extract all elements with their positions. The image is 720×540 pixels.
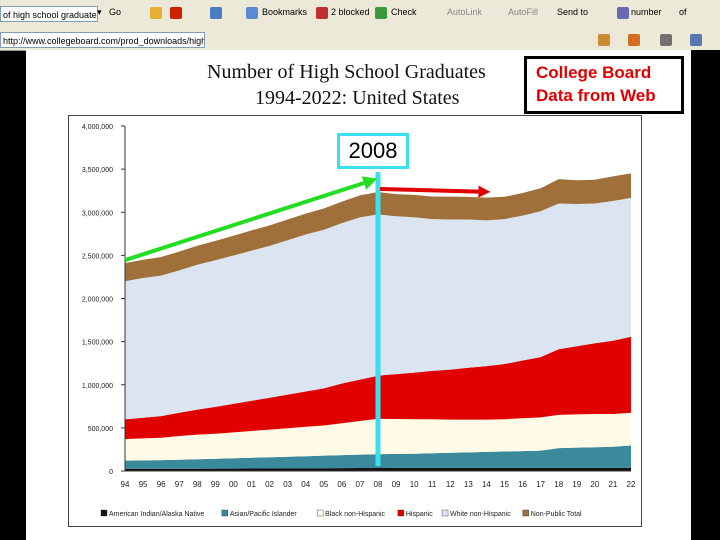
x-tick-label: 09 [392,480,401,489]
x-tick-label: 00 [229,480,238,489]
x-tick-label: 18 [554,480,563,489]
x-tick-label: 14 [482,480,491,489]
legend-swatch [441,509,449,517]
y-tick-label: 4,000,000 [82,124,113,131]
of-label[interactable]: of [679,7,687,17]
x-tick-label: 04 [301,480,310,489]
callout-line2: Data from Web [536,86,656,105]
decline-arrow-head [478,185,491,198]
search-pencil-icon[interactable] [210,7,222,19]
page-icon[interactable] [690,34,702,46]
y-tick-label: 2,000,000 [82,297,113,304]
x-tick-label: 12 [446,480,455,489]
pagerank-icon[interactable] [150,7,162,19]
x-tick-label: 05 [319,480,328,489]
x-tick-label: 03 [283,480,292,489]
check-button[interactable]: Check [391,7,417,17]
x-tick-label: 01 [247,480,256,489]
go-button[interactable]: Go [109,7,122,17]
y-tick-label: 3,500,000 [82,167,113,174]
print-icon[interactable] [660,34,672,46]
x-tick-label: 02 [265,480,274,489]
legend-entry: Non-Public Total [531,511,582,518]
y-tick-label: 1,000,000 [82,383,113,390]
y-tick-label: 2,500,000 [82,253,113,260]
growth-arrow-head [361,176,378,190]
address-bar: http://www.collegeboard.com/prod_downloa… [0,30,720,51]
address-input[interactable]: http://www.collegeboard.com/prod_downloa… [0,32,205,48]
window-edge [691,50,720,540]
chart-title-line1: Number of High School Graduates [207,61,486,83]
x-tick-label: 17 [536,480,545,489]
x-tick-label: 21 [608,480,617,489]
spellcheck-icon[interactable] [375,7,387,19]
decline-arrow [379,186,479,194]
x-tick-label: 95 [139,480,148,489]
legend-entry: Hispanic [406,511,433,518]
rss-icon[interactable] [170,7,182,19]
search-input[interactable]: of high school graduates [0,6,98,22]
x-tick-label: 22 [627,480,636,489]
popup-blocker-icon[interactable] [316,7,328,19]
legend-swatch [221,509,229,517]
growth-arrow [124,181,365,263]
x-tick-label: 10 [410,480,419,489]
y-tick-label: 500,000 [88,426,113,433]
chart-title-line2: 1994-2022: United States [255,87,460,109]
browser-toolbar: of high school graduates ▾ Go Bookmarks … [0,0,720,31]
x-tick-label: 11 [428,480,437,489]
legend-entry: White non-Hispanic [450,511,511,518]
x-tick-label: 97 [175,480,184,489]
legend-swatch [522,509,529,517]
x-tick-label: 08 [374,480,383,489]
x-tick-label: 98 [193,480,202,489]
y-tick-label: 1,500,000 [82,340,113,347]
legend-swatch [316,509,324,517]
home-icon[interactable] [598,34,610,46]
series-area-0 [125,467,631,471]
feeds-icon[interactable] [628,34,640,46]
x-tick-label: 15 [500,480,509,489]
series-area-5 [125,173,631,282]
legend-entry: Black non-Hispanic [325,511,385,518]
year-2008-label: 2008 [337,133,409,169]
stacked-area-chart: 0 500,000 1,000,000 1,500,000 2,000,000 2,500… [82,124,636,518]
callout-line1: College Board [536,63,652,82]
bookmark-star-icon[interactable] [246,7,258,19]
x-tick-label: 20 [590,480,599,489]
x-tick-label: 96 [157,480,166,489]
y-tick-label: 0 [109,469,113,476]
legend-entry: American Indian/Alaska Native [109,511,204,518]
chart-frame: 0 500,000 1,000,000 1,500,000 2,000,000 2,500… [68,115,642,527]
autofill-button[interactable]: AutoFill [508,7,539,17]
number-label[interactable]: number [631,7,662,17]
autolink-button[interactable]: AutoLink [447,7,483,17]
number-icon [617,7,629,19]
legend-swatch [100,509,108,517]
x-tick-label: 19 [572,480,581,489]
sendto-button[interactable]: Send to [557,7,589,17]
x-tick-label: 16 [518,480,527,489]
y-tick-label: 3,000,000 [82,210,113,217]
search-dropdown-icon[interactable]: ▾ [97,7,102,17]
x-tick-label: 06 [337,480,346,489]
x-tick-label: 07 [355,480,364,489]
x-tick-label: 99 [211,480,220,489]
x-tick-label: 13 [464,480,473,489]
x-tick-label: 94 [121,480,130,489]
source-callout: College Board Data from Web [524,56,684,114]
bookmarks-button[interactable]: Bookmarks [262,7,308,17]
blocked-popups-button[interactable]: 2 blocked [331,7,370,17]
legend-entry: Asian/Pacific Islander [230,511,298,518]
legend-swatch [397,509,405,517]
